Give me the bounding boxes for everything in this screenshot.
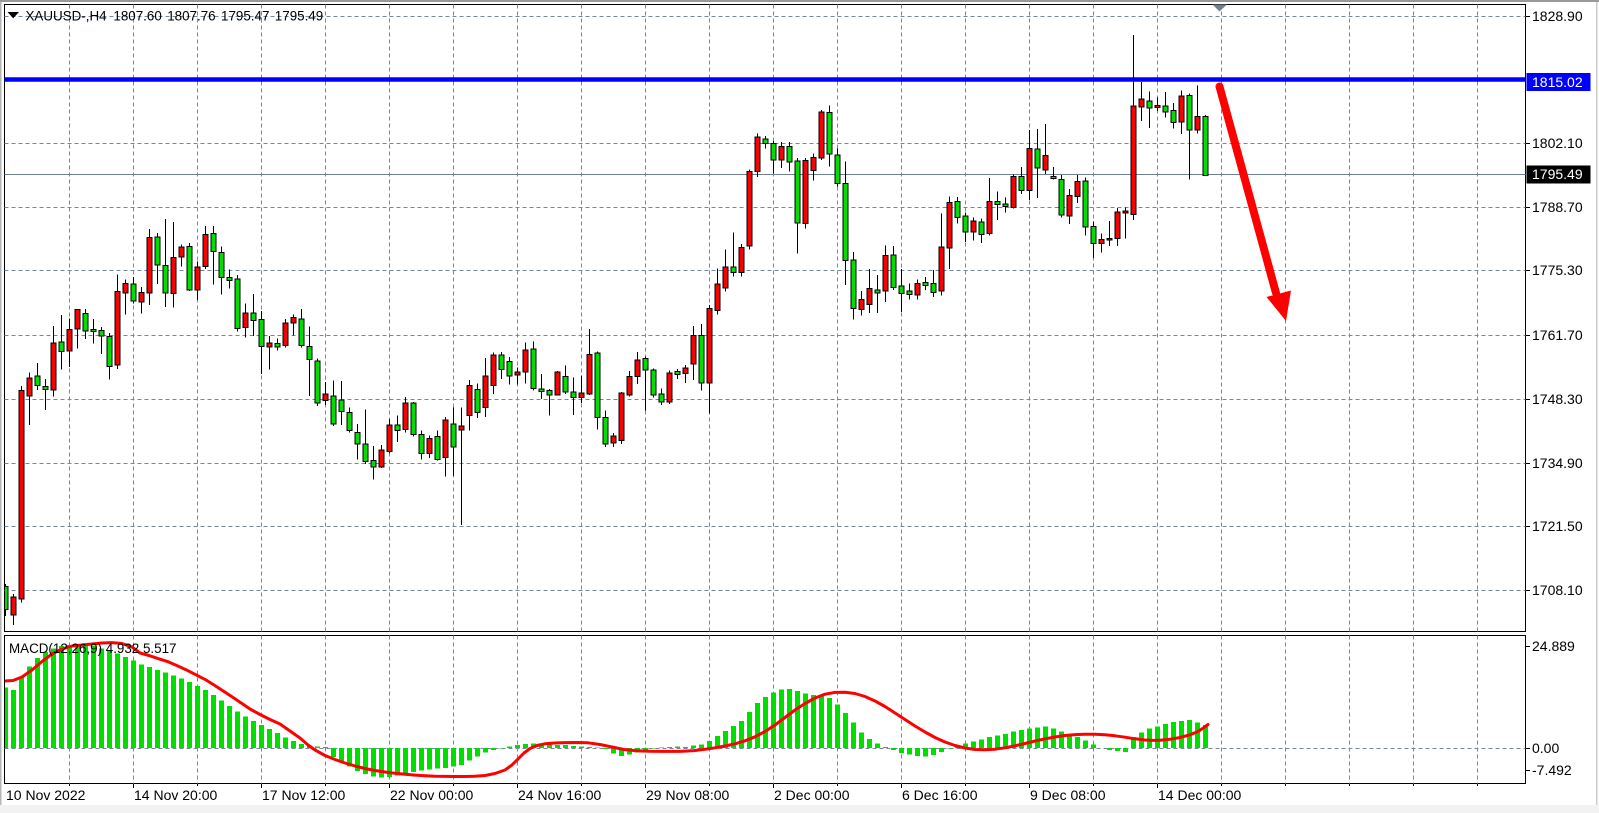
svg-text:1708.10: 1708.10 <box>1532 582 1583 598</box>
svg-text:1828.90: 1828.90 <box>1532 8 1583 24</box>
svg-text:14 Dec 00:00: 14 Dec 00:00 <box>1158 787 1241 803</box>
svg-text:1802.10: 1802.10 <box>1532 135 1583 151</box>
svg-text:1815.02: 1815.02 <box>1532 74 1583 90</box>
svg-text:24.889: 24.889 <box>1532 638 1575 654</box>
svg-text:1795.49: 1795.49 <box>275 8 323 23</box>
svg-text:17 Nov 12:00: 17 Nov 12:00 <box>262 787 345 803</box>
svg-text:1761.70: 1761.70 <box>1532 327 1583 343</box>
svg-text:10 Nov 2022: 10 Nov 2022 <box>6 787 86 803</box>
svg-text:1807.76: 1807.76 <box>167 8 215 23</box>
svg-text:1788.70: 1788.70 <box>1532 199 1583 215</box>
svg-text:MACD(12,26,9) 4.932 5.517: MACD(12,26,9) 4.932 5.517 <box>9 641 176 656</box>
svg-text:1775.30: 1775.30 <box>1532 262 1583 278</box>
svg-text:6 Dec 16:00: 6 Dec 16:00 <box>902 787 978 803</box>
svg-text:1721.50: 1721.50 <box>1532 518 1583 534</box>
svg-text:22 Nov 00:00: 22 Nov 00:00 <box>390 787 473 803</box>
svg-text:XAUUSD-,H4: XAUUSD-,H4 <box>26 8 108 23</box>
svg-text:1748.30: 1748.30 <box>1532 391 1583 407</box>
svg-text:24 Nov 16:00: 24 Nov 16:00 <box>518 787 601 803</box>
svg-text:1795.49: 1795.49 <box>1532 166 1583 182</box>
svg-text:9 Dec 08:00: 9 Dec 08:00 <box>1030 787 1106 803</box>
svg-text:0.00: 0.00 <box>1532 740 1559 756</box>
svg-text:1734.90: 1734.90 <box>1532 455 1583 471</box>
svg-text:-7.492: -7.492 <box>1532 762 1572 778</box>
svg-text:1795.47: 1795.47 <box>221 8 269 23</box>
svg-text:14 Nov 20:00: 14 Nov 20:00 <box>134 787 217 803</box>
svg-text:29 Nov 08:00: 29 Nov 08:00 <box>646 787 729 803</box>
svg-text:1807.60: 1807.60 <box>113 8 161 23</box>
svg-text:2 Dec 00:00: 2 Dec 00:00 <box>774 787 850 803</box>
